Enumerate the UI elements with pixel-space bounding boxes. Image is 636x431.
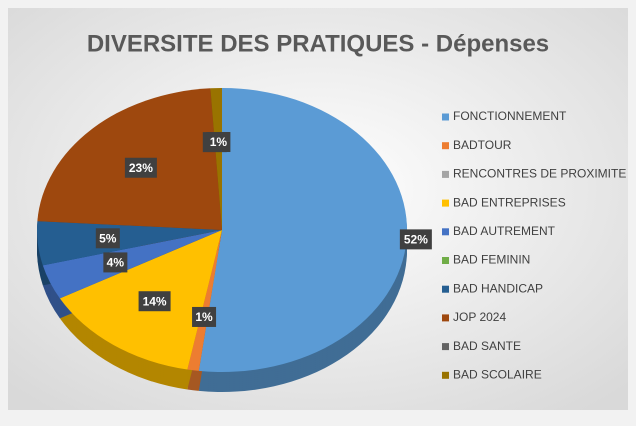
legend-label: BAD SCOLAIRE <box>453 367 542 381</box>
data-label: 23% <box>129 161 153 175</box>
legend-label: BAD SANTE <box>453 339 521 353</box>
slice <box>37 221 222 266</box>
legend-label: BAD ENTREPRISES <box>453 195 566 209</box>
legend-label: FONCTIONNEMENT <box>453 109 567 123</box>
data-label-box <box>95 228 120 249</box>
legend-swatch <box>442 285 449 293</box>
legend-swatch <box>442 257 449 264</box>
legend-swatch <box>442 142 449 150</box>
data-label: 1% <box>210 135 228 149</box>
data-label-box <box>399 229 432 250</box>
slice <box>210 88 222 230</box>
data-label: 14% <box>143 294 167 308</box>
data-labels: 52%1%14%4%5%23%0%1% <box>95 132 432 327</box>
legend-label: BAD AUTREMENT <box>453 224 556 238</box>
pie-top <box>37 88 408 372</box>
data-label-box <box>103 252 128 273</box>
data-label: 4% <box>107 256 125 270</box>
legend-swatch <box>442 113 449 121</box>
data-label: 52% <box>404 233 428 247</box>
legend-swatch <box>442 199 449 207</box>
data-label-box <box>192 306 217 327</box>
legend-label: RENCONTRES DE PROXIMITE <box>453 167 626 181</box>
data-label-box <box>206 132 231 153</box>
data-label-box <box>124 157 157 178</box>
slice <box>42 230 222 299</box>
legend-swatch <box>442 228 449 236</box>
chart-title: DIVERSITE DES PRATIQUES - Dépenses <box>87 30 549 57</box>
data-label: 1% <box>195 310 213 324</box>
legend-label: BADTOUR <box>453 138 512 152</box>
legend-swatch <box>442 170 449 178</box>
data-label-box <box>138 291 171 312</box>
legend-label: BAD FEMININ <box>453 253 530 267</box>
legend-label: JOP 2024 <box>453 310 506 324</box>
legend-label: BAD HANDICAP <box>453 281 543 295</box>
legend-swatch <box>442 343 449 351</box>
slice <box>198 88 408 372</box>
slice <box>187 230 222 371</box>
legend-swatch <box>442 314 449 322</box>
slice <box>42 230 222 266</box>
legend-swatch <box>442 371 449 379</box>
data-label: 5% <box>99 231 117 245</box>
